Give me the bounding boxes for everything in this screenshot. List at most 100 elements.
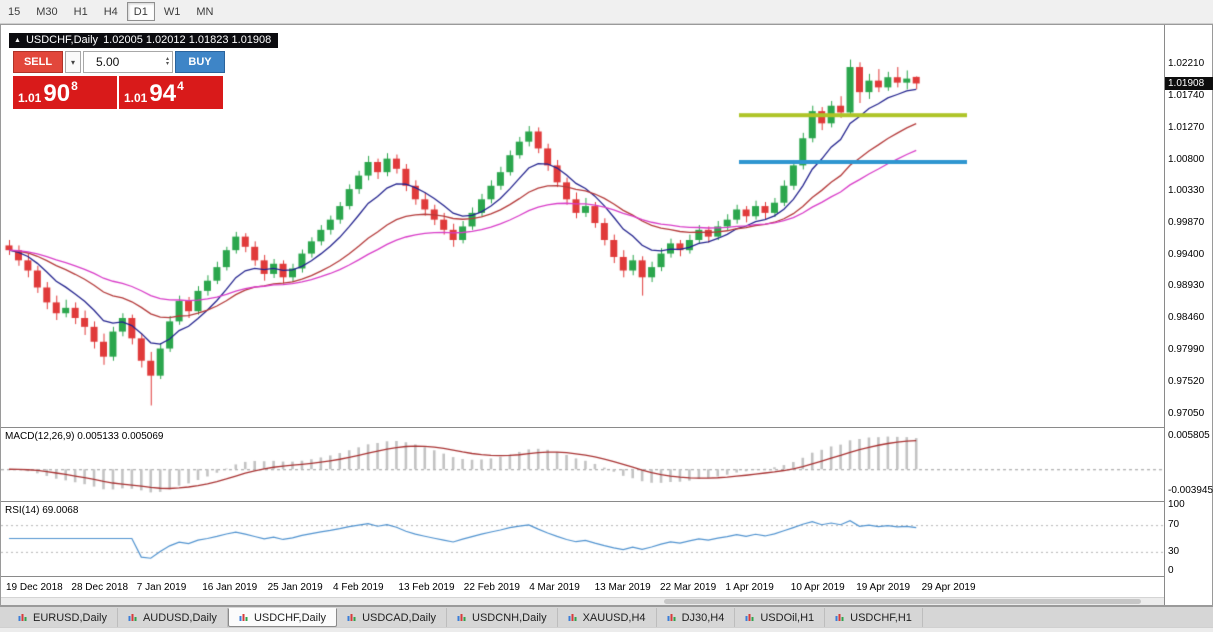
date-label: 4 Mar 2019 bbox=[529, 582, 580, 593]
date-label: 13 Mar 2019 bbox=[594, 582, 651, 593]
macd-axis-max: 0.005805 bbox=[1168, 430, 1210, 441]
date-label: 22 Mar 2019 bbox=[660, 582, 717, 593]
tab-label: AUDUSD,Daily bbox=[142, 611, 217, 624]
rsi-axis-100: 100 bbox=[1168, 499, 1185, 510]
timeframe-toolbar: 15 M30 H1 H4 D1 W1 MN bbox=[0, 0, 1213, 24]
tab-label: EURUSD,Daily bbox=[33, 611, 107, 624]
chart-tab-icon bbox=[239, 613, 249, 623]
rsi-axis-0: 0 bbox=[1168, 565, 1174, 576]
chart-mini-icon: ▲ bbox=[14, 36, 21, 44]
tab-label: XAUUSD,H4 bbox=[582, 611, 646, 624]
scrollbar-thumb[interactable] bbox=[663, 599, 1141, 604]
price-axis-label: 1.01740 bbox=[1168, 89, 1205, 101]
chart-tab-icon bbox=[667, 613, 677, 623]
tab-label: DJ30,H4 bbox=[681, 611, 725, 624]
price-axis-label: 0.98930 bbox=[1168, 280, 1205, 292]
timeframe-m30[interactable]: M30 bbox=[29, 2, 64, 21]
volume-value: 5.00 bbox=[96, 55, 120, 69]
rsi-axis-30: 30 bbox=[1168, 546, 1180, 557]
chart-title: ▲ USDCHF,Daily 1.02005 1.02012 1.01823 1… bbox=[9, 33, 279, 48]
status-bar bbox=[0, 627, 1213, 632]
tab-usdchf-h1[interactable]: USDCHF,H1 bbox=[825, 608, 923, 627]
timeframe-h4[interactable]: H4 bbox=[97, 2, 125, 21]
horizontal-scrollbar[interactable] bbox=[1, 597, 1164, 605]
one-click-trading-panel: SELL ▾ 5.00 ▴ ▾ BUY 1.01 90 8 1.01 bbox=[13, 51, 225, 109]
date-label: 10 Apr 2019 bbox=[790, 582, 845, 593]
sell-price-big: 90 bbox=[43, 80, 71, 107]
chart-symbol-label: USDCHF,Daily bbox=[25, 34, 99, 46]
buy-price-pip: 4 bbox=[177, 79, 184, 93]
price-axis-label: 1.00330 bbox=[1168, 185, 1205, 197]
tab-label: USDCHF,Daily bbox=[253, 611, 327, 624]
chart-tab-icon bbox=[745, 613, 755, 623]
sell-price-pip: 8 bbox=[71, 79, 78, 93]
price-axis-label: 0.97520 bbox=[1168, 376, 1205, 388]
tab-label: USDOil,H1 bbox=[760, 611, 815, 624]
timeframe-w1[interactable]: W1 bbox=[157, 2, 188, 21]
macd-canvas[interactable] bbox=[1, 428, 1164, 501]
timeframe-d1[interactable]: D1 bbox=[126, 2, 155, 21]
date-label: 1 Apr 2019 bbox=[725, 582, 774, 593]
buy-button[interactable]: BUY bbox=[175, 51, 225, 73]
tab-dj30-h4[interactable]: DJ30,H4 bbox=[656, 608, 736, 627]
volume-dropdown-button[interactable]: ▾ bbox=[65, 51, 81, 73]
date-label: 28 Dec 2018 bbox=[71, 582, 129, 593]
price-panel: ▲ USDCHF,Daily 1.02005 1.02012 1.01823 1… bbox=[1, 25, 1164, 427]
buy-price-big: 94 bbox=[149, 80, 177, 107]
sell-price-prefix: 1.01 bbox=[18, 91, 42, 105]
rsi-axis-70: 70 bbox=[1168, 519, 1180, 530]
rsi-label: RSI(14) 69.0068 bbox=[5, 505, 79, 516]
date-label: 4 Feb 2019 bbox=[333, 582, 384, 593]
tab-usdcad-daily[interactable]: USDCAD,Daily bbox=[337, 608, 448, 627]
caret-down-icon: ▾ bbox=[70, 57, 75, 67]
date-label: 29 Apr 2019 bbox=[921, 582, 976, 593]
price-axis-label: 0.97990 bbox=[1168, 344, 1205, 356]
price-axis-label: 0.97050 bbox=[1168, 407, 1205, 419]
sell-button[interactable]: SELL bbox=[13, 51, 63, 73]
chart-tab-icon bbox=[835, 613, 845, 623]
tab-usdcnh-daily[interactable]: USDCNH,Daily bbox=[447, 608, 558, 627]
tab-audusd-daily[interactable]: AUDUSD,Daily bbox=[117, 608, 228, 627]
tab-usdchf-daily[interactable]: USDCHF,Daily bbox=[227, 608, 338, 627]
price-axis-label: 1.01270 bbox=[1168, 121, 1205, 133]
timeframe-15[interactable]: 15 bbox=[1, 2, 27, 21]
date-label: 19 Apr 2019 bbox=[856, 582, 911, 593]
chart-tab-icon bbox=[128, 613, 138, 623]
price-axis-label: 1.02210 bbox=[1168, 57, 1205, 69]
arrow-down-icon: ▾ bbox=[165, 61, 169, 67]
timeframe-h1[interactable]: H1 bbox=[67, 2, 95, 21]
date-label: 13 Feb 2019 bbox=[398, 582, 455, 593]
rsi-canvas[interactable] bbox=[1, 502, 1164, 576]
buy-price-tile[interactable]: 1.01 94 4 bbox=[119, 76, 223, 109]
chart-tab-bar: EURUSD,Daily AUDUSD,Daily USDCHF,Daily USDC… bbox=[0, 606, 1213, 627]
macd-label: MACD(12,26,9) 0.005133 0.005069 bbox=[5, 431, 164, 442]
tab-eurusd-daily[interactable]: EURUSD,Daily bbox=[8, 608, 118, 627]
price-axis-label: 1.00800 bbox=[1168, 153, 1205, 165]
tab-usdoil-h1[interactable]: USDOil,H1 bbox=[735, 608, 826, 627]
date-label: 25 Jan 2019 bbox=[267, 582, 323, 593]
timeframe-mn[interactable]: MN bbox=[189, 2, 220, 21]
tab-label: USDCHF,H1 bbox=[850, 611, 912, 624]
arrow-up-icon: ▴ bbox=[165, 56, 169, 62]
volume-field[interactable]: 5.00 ▴ ▾ bbox=[83, 51, 173, 73]
date-label: 7 Jan 2019 bbox=[136, 582, 187, 593]
chart-tab-icon bbox=[347, 613, 357, 623]
volume-stepper[interactable]: ▴ ▾ bbox=[165, 56, 169, 67]
current-price-badge: 1.01908 bbox=[1165, 77, 1213, 91]
price-axis-column: 1.01908 0.005805 -0.003945 100 70 30 0 1… bbox=[1164, 25, 1213, 605]
date-axis: 19 Dec 2018 28 Dec 2018 7 Jan 2019 16 Jan 2… bbox=[1, 576, 1164, 597]
price-axis-label: 0.99870 bbox=[1168, 216, 1205, 228]
chart-tab-icon bbox=[457, 613, 467, 623]
date-label: 19 Dec 2018 bbox=[6, 582, 63, 593]
price-axis-label: 0.99400 bbox=[1168, 248, 1205, 260]
date-label: 16 Jan 2019 bbox=[202, 582, 258, 593]
date-label: 22 Feb 2019 bbox=[463, 582, 520, 593]
price-axis-label: 0.98460 bbox=[1168, 312, 1205, 324]
chart-ohlc-values: 1.02005 1.02012 1.01823 1.01908 bbox=[103, 34, 272, 46]
chart-tab-icon bbox=[568, 613, 578, 623]
sell-price-tile[interactable]: 1.01 90 8 bbox=[13, 76, 117, 109]
chart-window: ▲ USDCHF,Daily 1.02005 1.02012 1.01823 1… bbox=[0, 24, 1213, 606]
tab-xauusd-h4[interactable]: XAUUSD,H4 bbox=[557, 608, 657, 627]
buy-price-prefix: 1.01 bbox=[124, 91, 148, 105]
